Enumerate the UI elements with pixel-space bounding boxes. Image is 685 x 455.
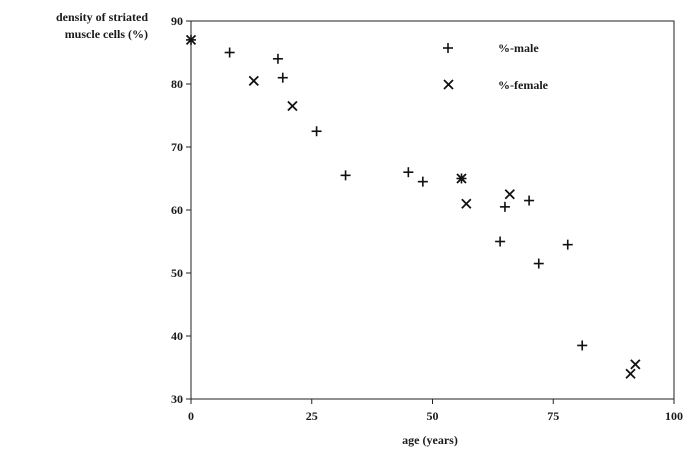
- x-tick-label: 75: [547, 409, 559, 423]
- y-axis: 30 40 50 60 70 80 90: [171, 14, 191, 406]
- legend-label-female: %-female: [498, 78, 549, 92]
- female-data-point: [456, 173, 467, 184]
- female-data-point: [461, 198, 472, 209]
- x-axis: 0 25 50 75 100: [188, 399, 683, 423]
- y-axis-title-line-2: muscle cells (%): [65, 27, 148, 41]
- y-tick-label: 50: [171, 266, 183, 280]
- female-data-point: [248, 75, 259, 86]
- legend: %-male %-female: [443, 41, 549, 92]
- legend-marker-female-x-icon: [443, 79, 454, 90]
- female-data-point: [630, 359, 641, 370]
- male-data-point: [311, 126, 322, 137]
- male-data-point: [577, 340, 588, 351]
- male-data-point: [272, 53, 283, 64]
- male-data-point: [417, 176, 428, 187]
- female-data-point: [287, 100, 298, 112]
- male-data-point: [224, 47, 235, 58]
- female-data-point: [625, 368, 636, 379]
- y-tick-label: 90: [171, 14, 183, 28]
- male-data-point: [533, 258, 544, 269]
- male-data-point: [277, 72, 288, 83]
- female-data-point: [185, 34, 197, 46]
- x-tick-label: 100: [665, 409, 683, 423]
- y-tick-label: 70: [171, 140, 183, 154]
- y-tick-label: 80: [171, 77, 183, 91]
- male-data-point: [340, 170, 351, 181]
- legend-marker-male-plus-icon: [443, 43, 453, 53]
- x-tick-label: 25: [306, 409, 318, 423]
- female-data-point: [504, 189, 515, 200]
- y-axis-title-line-1: density of striated: [56, 10, 148, 24]
- male-data-point: [403, 167, 414, 178]
- x-tick-label: 0: [188, 409, 194, 423]
- male-data-point: [495, 236, 506, 247]
- x-tick-label: 50: [427, 409, 439, 423]
- legend-label-male: %-male: [498, 41, 539, 55]
- x-axis-title: age (years): [402, 433, 458, 447]
- y-tick-label: 60: [171, 203, 183, 217]
- data-points: [185, 34, 641, 379]
- male-data-point: [562, 239, 573, 250]
- male-data-point: [524, 195, 535, 206]
- y-tick-label: 30: [171, 392, 183, 406]
- male-data-point: [499, 201, 510, 212]
- y-tick-label: 40: [171, 329, 183, 343]
- plot-area-frame: [190, 20, 675, 400]
